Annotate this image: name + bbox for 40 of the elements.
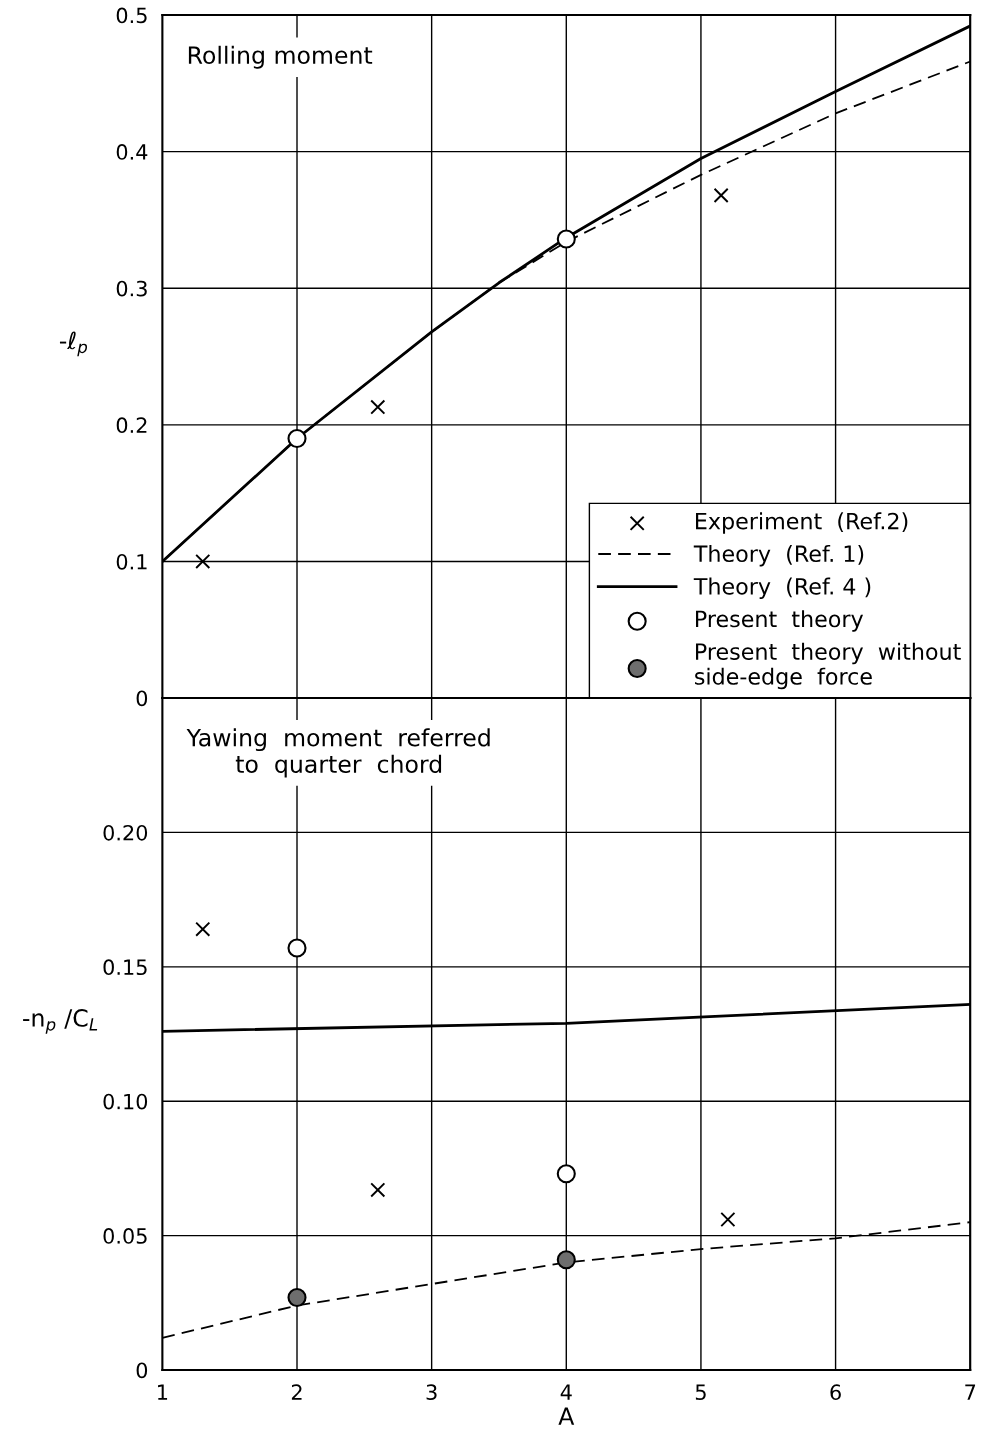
- y-tick-label: 0.15: [103, 959, 147, 976]
- legend-label: Experiment (Ref.2): [696, 512, 908, 534]
- y-tick-label: 0.2: [116, 417, 147, 434]
- y-tick-label: 0.05: [103, 1228, 147, 1244]
- legend-label: Theory (Ref. 1): [693, 544, 864, 567]
- x-tick-label: 4: [560, 1384, 572, 1400]
- x-tick-label: 1: [158, 1384, 168, 1400]
- x-tick-label: 7: [965, 1384, 976, 1400]
- point: [287, 428, 307, 449]
- legend-label: Theory (Ref. 4 ): [693, 577, 871, 600]
- y-axis-title: -n$_{p}$ /C$_{L}$: [23, 1009, 98, 1034]
- point: [195, 921, 211, 937]
- point: [287, 1287, 307, 1307]
- y-tick-label: 0.3: [116, 280, 147, 297]
- point: [370, 1182, 386, 1198]
- y-tick-label: 0.20: [103, 824, 148, 841]
- x-axis-title: A: [558, 1407, 575, 1425]
- point: [720, 1211, 736, 1228]
- annotation: Rolling moment: [188, 45, 373, 69]
- point: [287, 938, 307, 958]
- x-tick-label: 3: [426, 1384, 437, 1401]
- point: [556, 1164, 576, 1184]
- point: [370, 399, 386, 415]
- legend-label: Present theory without side-edge force: [695, 642, 961, 690]
- x-tick-label: 2: [291, 1384, 302, 1400]
- y-axis-title: -ℓ$_{p}$: [59, 331, 88, 357]
- legend-label: Present theory: [696, 610, 864, 632]
- point: [713, 187, 729, 203]
- point: [195, 553, 211, 569]
- y-tick-label: 0.10: [103, 1093, 148, 1110]
- y-tick-label: 0: [136, 1362, 148, 1379]
- y-tick-label: 0.4: [116, 144, 148, 160]
- y-tick-label: 0.1: [116, 553, 147, 570]
- y-tick-label: 0: [136, 690, 148, 707]
- point: [556, 1250, 576, 1270]
- y-tick-label: 0.5: [116, 7, 147, 24]
- annotation: Yawing moment referred to quarter chord: [186, 728, 490, 778]
- point: [556, 229, 576, 249]
- x-tick-label: 5: [695, 1384, 706, 1401]
- x-tick-label: 6: [830, 1384, 841, 1401]
